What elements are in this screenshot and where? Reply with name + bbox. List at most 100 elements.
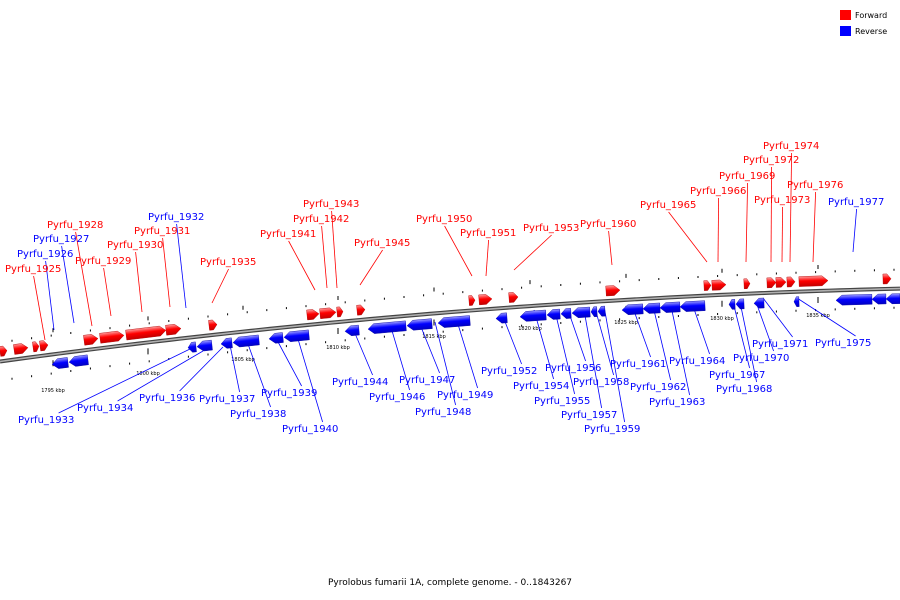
- reverse-gene-arrow-15[interactable]: [560, 308, 572, 319]
- gene-label-pyrfu_1975[interactable]: Pyrfu_1975: [815, 338, 871, 349]
- reverse-gene-arrow-24[interactable]: [735, 298, 745, 310]
- forward-gene-arrow-21[interactable]: [775, 277, 787, 288]
- gene-label-pyrfu_1925[interactable]: Pyrfu_1925: [5, 264, 61, 275]
- gene-label-pyrfu_1946[interactable]: Pyrfu_1946: [369, 392, 425, 403]
- reverse-gene-arrow-11[interactable]: [437, 315, 471, 329]
- gene-label-pyrfu_1974[interactable]: Pyrfu_1974: [763, 141, 819, 152]
- forward-gene-arrow-24[interactable]: [882, 273, 892, 285]
- gene-label-pyrfu_1928[interactable]: Pyrfu_1928: [47, 220, 103, 231]
- forward-gene-arrow-2[interactable]: [32, 341, 40, 353]
- forward-gene-arrow-23[interactable]: [798, 275, 829, 287]
- forward-gene-arrow-6[interactable]: [125, 325, 167, 341]
- gene-label-pyrfu_1963[interactable]: Pyrfu_1963: [649, 397, 705, 408]
- forward-gene-arrow-13[interactable]: [468, 295, 476, 306]
- gene-label-pyrfu_1951[interactable]: Pyrfu_1951: [460, 228, 516, 239]
- reverse-gene-arrow-22[interactable]: [679, 300, 706, 312]
- forward-gene-arrow-16[interactable]: [605, 285, 621, 297]
- gene-label-pyrfu_1944[interactable]: Pyrfu_1944: [332, 377, 388, 388]
- gene-label-pyrfu_1967[interactable]: Pyrfu_1967: [709, 370, 765, 381]
- forward-gene-arrow-19[interactable]: [743, 278, 751, 290]
- gene-label-pyrfu_1926[interactable]: Pyrfu_1926: [17, 249, 73, 260]
- gene-label-pyrfu_1935[interactable]: Pyrfu_1935: [200, 257, 256, 268]
- reverse-gene-arrow-7[interactable]: [283, 329, 310, 342]
- gene-label-pyrfu_1945[interactable]: Pyrfu_1945: [354, 238, 410, 249]
- gene-label-pyrfu_1932[interactable]: Pyrfu_1932: [148, 212, 204, 223]
- gene-label-pyrfu_1950[interactable]: Pyrfu_1950: [416, 214, 472, 225]
- gene-label-pyrfu_1970[interactable]: Pyrfu_1970: [733, 353, 789, 364]
- gene-label-pyrfu_1977[interactable]: Pyrfu_1977: [828, 197, 884, 208]
- gene-label-pyrfu_1966[interactable]: Pyrfu_1966: [690, 186, 746, 197]
- gene-label-pyrfu_1961[interactable]: Pyrfu_1961: [610, 359, 666, 370]
- gene-label-pyrfu_1931[interactable]: Pyrfu_1931: [134, 226, 190, 237]
- forward-gene-arrow-9[interactable]: [306, 309, 320, 321]
- gene-label-pyrfu_1941[interactable]: Pyrfu_1941: [260, 229, 316, 240]
- gene-label-pyrfu_1956[interactable]: Pyrfu_1956: [545, 363, 601, 374]
- gene-label-pyrfu_1927[interactable]: Pyrfu_1927: [33, 234, 89, 245]
- reverse-gene-arrow-19[interactable]: [621, 303, 644, 315]
- forward-gene-arrow-10[interactable]: [319, 307, 337, 319]
- forward-gene-arrow-8[interactable]: [208, 319, 218, 331]
- reverse-gene-arrow-13[interactable]: [519, 309, 547, 322]
- gene-label-pyrfu_1960[interactable]: Pyrfu_1960: [580, 219, 636, 230]
- gene-label-pyrfu_1976[interactable]: Pyrfu_1976: [787, 180, 843, 191]
- forward-gene-arrow-7[interactable]: [165, 324, 182, 336]
- gene-label-pyrfu_1973[interactable]: Pyrfu_1973: [754, 195, 810, 206]
- reverse-gene-arrow-27[interactable]: [835, 294, 873, 306]
- forward-gene-arrow-20[interactable]: [766, 277, 777, 289]
- gene-label-pyrfu_1953[interactable]: Pyrfu_1953: [523, 223, 579, 234]
- gene-label-pyrfu_1939[interactable]: Pyrfu_1939: [261, 388, 317, 399]
- gene-label-pyrfu_1937[interactable]: Pyrfu_1937: [199, 394, 255, 405]
- reverse-gene-arrow-9[interactable]: [367, 320, 407, 334]
- forward-gene-arrow-4[interactable]: [83, 334, 99, 346]
- reverse-gene-arrow-25[interactable]: [753, 297, 765, 309]
- gene-label-pyrfu_1965[interactable]: Pyrfu_1965: [640, 200, 696, 211]
- gene-label-pyrfu_1955[interactable]: Pyrfu_1955: [534, 396, 590, 407]
- gene-label-pyrfu_1929[interactable]: Pyrfu_1929: [75, 256, 131, 267]
- gene-label-pyrfu_1958[interactable]: Pyrfu_1958: [573, 377, 629, 388]
- forward-gene-arrow-17[interactable]: [703, 280, 712, 291]
- reverse-gene-arrow-16[interactable]: [571, 306, 591, 318]
- forward-gene-arrow-3[interactable]: [39, 340, 49, 352]
- reverse-gene-arrow-6[interactable]: [268, 332, 284, 344]
- forward-gene-arrow-1[interactable]: [13, 343, 29, 355]
- reverse-gene-arrow-28[interactable]: [871, 293, 887, 305]
- forward-gene-arrow-11[interactable]: [336, 306, 344, 318]
- reverse-gene-arrow-4[interactable]: [220, 337, 233, 349]
- gene-label-pyrfu_1947[interactable]: Pyrfu_1947: [399, 375, 455, 386]
- gene-label-pyrfu_1952[interactable]: Pyrfu_1952: [481, 366, 537, 377]
- forward-gene-arrow-12[interactable]: [356, 304, 366, 316]
- gene-label-pyrfu_1930[interactable]: Pyrfu_1930: [107, 240, 163, 251]
- reverse-gene-arrow-0[interactable]: [51, 357, 69, 369]
- gene-label-pyrfu_1957[interactable]: Pyrfu_1957: [561, 410, 617, 421]
- gene-label-pyrfu_1962[interactable]: Pyrfu_1962: [630, 382, 686, 393]
- forward-gene-arrow-5[interactable]: [99, 330, 125, 344]
- reverse-gene-arrow-3[interactable]: [196, 339, 213, 352]
- reverse-gene-arrow-8[interactable]: [344, 324, 360, 336]
- reverse-gene-arrow-21[interactable]: [659, 301, 681, 313]
- gene-label-pyrfu_1942[interactable]: Pyrfu_1942: [293, 214, 349, 225]
- gene-label-pyrfu_1972[interactable]: Pyrfu_1972: [743, 155, 799, 166]
- reverse-gene-arrow-1[interactable]: [68, 354, 89, 367]
- gene-label-pyrfu_1954[interactable]: Pyrfu_1954: [513, 381, 569, 392]
- forward-gene-arrow-14[interactable]: [478, 294, 493, 306]
- gene-label-pyrfu_1969[interactable]: Pyrfu_1969: [719, 171, 775, 182]
- reverse-gene-arrow-5[interactable]: [232, 334, 260, 348]
- gene-label-pyrfu_1971[interactable]: Pyrfu_1971: [752, 339, 808, 350]
- reverse-gene-arrow-10[interactable]: [406, 318, 433, 331]
- gene-label-pyrfu_1948[interactable]: Pyrfu_1948: [415, 407, 471, 418]
- reverse-gene-arrow-18[interactable]: [597, 305, 606, 317]
- reverse-gene-arrow-26[interactable]: [793, 296, 800, 307]
- forward-gene-arrow-22[interactable]: [786, 276, 796, 288]
- forward-gene-arrow-15[interactable]: [508, 292, 519, 303]
- gene-label-pyrfu_1949[interactable]: Pyrfu_1949: [437, 390, 493, 401]
- gene-label-pyrfu_1940[interactable]: Pyrfu_1940: [282, 424, 338, 435]
- gene-label-pyrfu_1933[interactable]: Pyrfu_1933: [18, 415, 74, 426]
- gene-label-pyrfu_1938[interactable]: Pyrfu_1938: [230, 409, 286, 420]
- forward-gene-arrow-0[interactable]: [0, 345, 8, 357]
- reverse-gene-arrow-20[interactable]: [642, 302, 661, 314]
- gene-label-pyrfu_1964[interactable]: Pyrfu_1964: [669, 356, 725, 367]
- reverse-gene-arrow-23[interactable]: [728, 299, 736, 310]
- gene-label-pyrfu_1959[interactable]: Pyrfu_1959: [584, 424, 640, 435]
- gene-label-pyrfu_1943[interactable]: Pyrfu_1943: [303, 199, 359, 210]
- gene-label-pyrfu_1936[interactable]: Pyrfu_1936: [139, 393, 195, 404]
